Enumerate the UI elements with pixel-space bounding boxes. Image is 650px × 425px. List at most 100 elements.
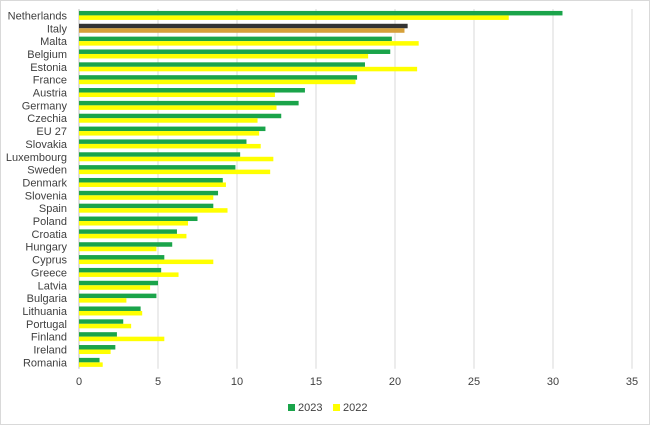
- category-label-bulgaria: Bulgaria: [27, 293, 68, 305]
- category-label-belgium: Belgium: [27, 49, 67, 61]
- bar-slovakia-2023: [79, 139, 247, 144]
- category-label-denmark: Denmark: [22, 177, 67, 189]
- bar-slovenia-2023: [79, 190, 219, 196]
- bar-portugal-2023: [79, 319, 124, 324]
- category-label-finland: Finland: [31, 332, 67, 344]
- bar-germany-2023: [79, 100, 299, 106]
- x-tick-labels: 0 5 10 15 20 25 30 35: [76, 376, 638, 388]
- bars: [79, 10, 563, 367]
- category-label-germany: Germany: [22, 100, 68, 112]
- bar-croatia-2022: [79, 233, 187, 239]
- bar-romania-2023: [79, 357, 100, 363]
- x-tick-label-20: 20: [389, 376, 401, 388]
- bar-france-2022: [79, 79, 356, 85]
- bar-italy-2022: [79, 28, 405, 33]
- category-label-romania: Romania: [23, 357, 68, 369]
- bar-denmark-2022: [79, 182, 226, 187]
- x-tick-label-25: 25: [468, 376, 480, 388]
- bar-poland-2023: [79, 216, 198, 222]
- bar-lithuania-2023: [79, 306, 141, 311]
- bar-belgium-2022: [79, 53, 369, 59]
- bar-sweden-2023: [79, 165, 236, 170]
- bar-malta-2023: [79, 36, 392, 42]
- category-label-luxembourg: Luxembourg: [6, 152, 67, 164]
- bar-germany-2022: [79, 105, 277, 110]
- bar-ireland-2022: [79, 349, 111, 355]
- legend-swatch-2023: [288, 404, 295, 411]
- legend-label-2023: 2023: [298, 402, 322, 414]
- category-label-netherlands: Netherlands: [8, 10, 68, 22]
- bar-slovenia-2022: [79, 195, 214, 200]
- bar-spain-2023: [79, 203, 214, 209]
- category-label-poland: Poland: [33, 216, 67, 228]
- x-tick-label-35: 35: [626, 376, 638, 388]
- bar-latvia-2022: [79, 285, 151, 290]
- bar-estonia-2022: [79, 66, 418, 72]
- bar-croatia-2023: [79, 229, 177, 234]
- bar-italy-2023: [79, 23, 408, 29]
- category-label-malta: Malta: [40, 36, 68, 48]
- bar-hungary-2022: [79, 246, 157, 252]
- bar-eu-27-2023: [79, 126, 266, 132]
- category-label-ireland: Ireland: [33, 345, 67, 357]
- bar-belgium-2023: [79, 49, 391, 54]
- category-label-portugal: Portugal: [26, 319, 67, 331]
- x-tick-label-5: 5: [155, 376, 161, 388]
- x-tick-label-0: 0: [76, 376, 82, 388]
- bar-finland-2023: [79, 332, 117, 337]
- bar-cyprus-2023: [79, 255, 165, 260]
- x-tick-label-10: 10: [231, 376, 243, 388]
- legend: 2023 2022: [288, 402, 367, 414]
- bar-eu-27-2022: [79, 131, 260, 136]
- category-labels: NetherlandsItalyMaltaBelgiumEstoniaFranc…: [6, 10, 68, 369]
- bar-czechia-2023: [79, 113, 282, 119]
- category-label-lithuania: Lithuania: [22, 306, 68, 318]
- bar-lithuania-2022: [79, 310, 143, 316]
- bar-bulgaria-2022: [79, 298, 127, 303]
- category-label-austria: Austria: [33, 88, 68, 100]
- category-label-croatia: Croatia: [32, 229, 68, 241]
- category-label-greece: Greece: [31, 267, 67, 279]
- bar-denmark-2023: [79, 177, 223, 183]
- bar-sweden-2022: [79, 169, 271, 175]
- bar-greece-2022: [79, 272, 179, 277]
- category-label-latvia: Latvia: [38, 280, 68, 292]
- bar-netherlands-2023: [79, 10, 563, 16]
- category-label-sweden: Sweden: [27, 165, 67, 177]
- bar-czechia-2022: [79, 118, 258, 123]
- category-label-spain: Spain: [39, 203, 67, 215]
- category-label-slovenia: Slovenia: [25, 190, 68, 202]
- x-tick-label-15: 15: [310, 376, 322, 388]
- bar-spain-2022: [79, 208, 228, 213]
- bar-luxembourg-2023: [79, 152, 241, 157]
- bar-luxembourg-2022: [79, 156, 274, 162]
- category-label-estonia: Estonia: [30, 62, 68, 74]
- bar-latvia-2023: [79, 280, 158, 286]
- bar-ireland-2023: [79, 345, 116, 350]
- bar-netherlands-2022: [79, 15, 509, 20]
- bar-bulgaria-2023: [79, 293, 157, 299]
- legend-swatch-2022: [333, 404, 340, 411]
- category-label-czechia: Czechia: [27, 113, 68, 125]
- category-label-hungary: Hungary: [25, 242, 67, 254]
- bar-malta-2022: [79, 41, 419, 46]
- x-tick-label-30: 30: [547, 376, 559, 388]
- bar-austria-2023: [79, 88, 305, 93]
- bar-france-2023: [79, 75, 358, 80]
- category-label-slovakia: Slovakia: [25, 139, 67, 151]
- bar-finland-2022: [79, 336, 165, 342]
- bar-slovakia-2022: [79, 143, 261, 149]
- category-label-italy: Italy: [47, 23, 68, 35]
- bar-cyprus-2022: [79, 259, 214, 265]
- bar-greece-2023: [79, 267, 162, 273]
- category-label-france: France: [33, 75, 67, 87]
- legend-label-2022: 2022: [343, 402, 367, 414]
- bar-austria-2022: [79, 92, 275, 98]
- bar-portugal-2022: [79, 323, 132, 329]
- bar-poland-2022: [79, 221, 189, 226]
- category-label-eu-27: EU 27: [36, 126, 67, 138]
- bar-romania-2022: [79, 362, 103, 367]
- category-label-cyprus: Cyprus: [32, 255, 67, 267]
- bar-hungary-2023: [79, 242, 173, 247]
